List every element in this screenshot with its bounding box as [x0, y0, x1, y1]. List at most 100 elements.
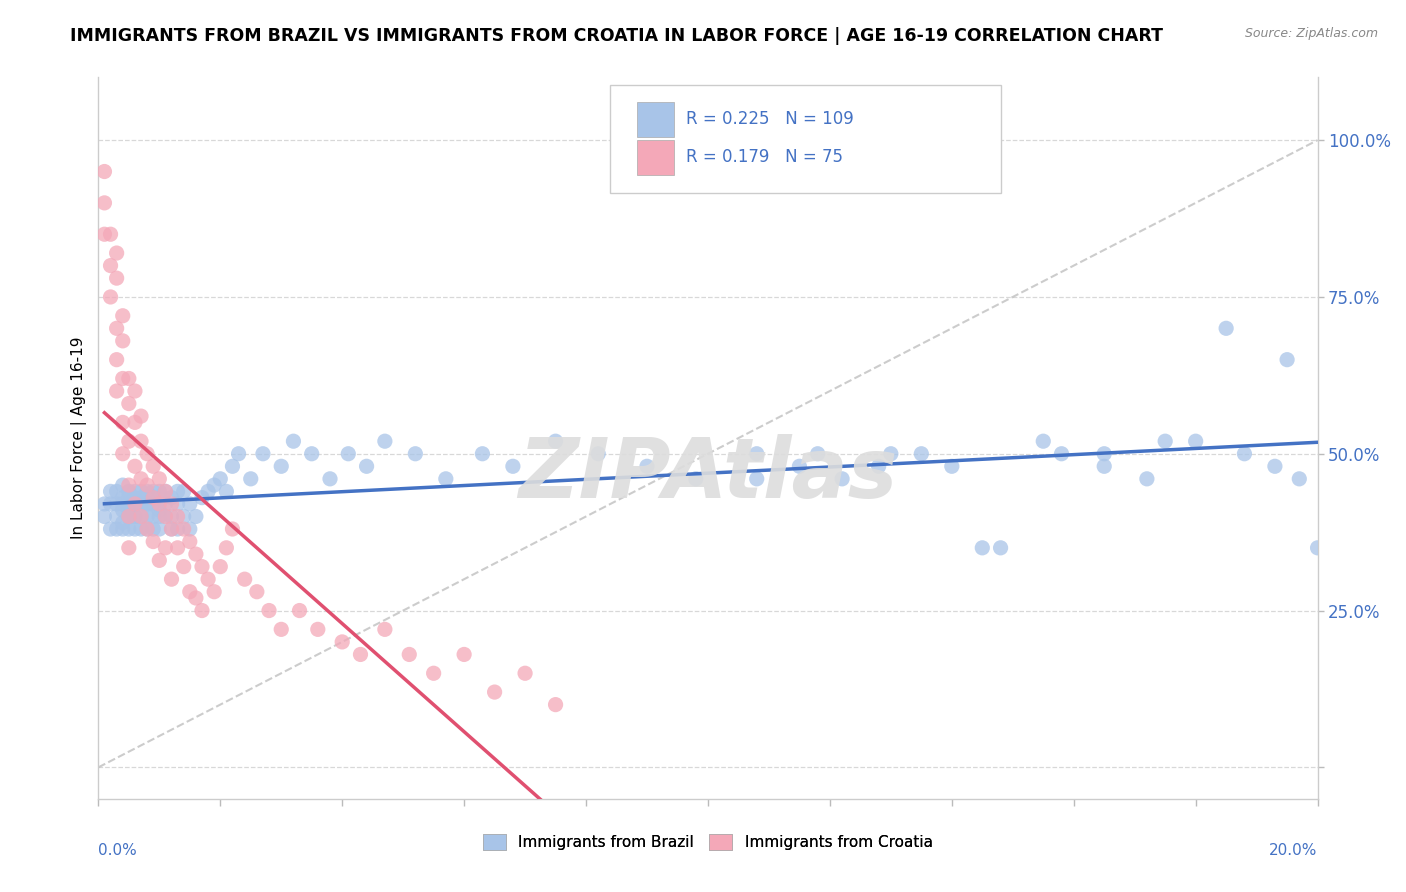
Point [215, 484, 238, 499]
Point [745, 472, 768, 486]
Point [1215, 321, 1237, 335]
Point [100, 227, 122, 242]
Point [148, 522, 170, 536]
Point [142, 491, 165, 505]
Point [105, 352, 128, 367]
Point [1275, 352, 1298, 367]
Point [1032, 434, 1054, 449]
Point [1154, 434, 1177, 449]
Point [105, 522, 128, 536]
Point [118, 491, 141, 505]
Point [173, 509, 195, 524]
Point [100, 259, 122, 273]
Point [118, 497, 141, 511]
Point [129, 409, 152, 423]
Point [337, 447, 360, 461]
Point [93, 195, 115, 210]
Point [155, 509, 177, 524]
Point [246, 584, 269, 599]
Y-axis label: In Labor Force | Age 16-19: In Labor Force | Age 16-19 [72, 337, 87, 540]
Point [283, 434, 305, 449]
Point [136, 478, 159, 492]
Point [155, 497, 177, 511]
Point [105, 484, 128, 499]
Point [118, 503, 141, 517]
Point [100, 497, 122, 511]
Point [136, 522, 159, 536]
Point [124, 497, 146, 511]
Point [179, 497, 201, 511]
Legend: Immigrants from Brazil, Immigrants from Croatia: Immigrants from Brazil, Immigrants from … [477, 828, 939, 856]
Text: 0.0%: 0.0% [98, 843, 138, 858]
Point [252, 447, 274, 461]
Point [136, 447, 159, 461]
Point [142, 497, 165, 511]
Point [155, 509, 177, 524]
Point [111, 334, 134, 348]
Point [129, 497, 152, 511]
Text: R = 0.179   N = 75: R = 0.179 N = 75 [686, 148, 844, 167]
Point [118, 478, 141, 492]
Point [166, 541, 188, 555]
Point [197, 572, 219, 586]
Point [148, 503, 170, 517]
Point [105, 509, 128, 524]
Point [270, 623, 292, 637]
Point [111, 497, 134, 511]
Point [118, 509, 141, 524]
Point [215, 541, 238, 555]
Point [868, 459, 890, 474]
Point [111, 309, 134, 323]
Point [202, 478, 225, 492]
Text: IMMIGRANTS FROM BRAZIL VS IMMIGRANTS FROM CROATIA IN LABOR FORCE | AGE 16-19 COR: IMMIGRANTS FROM BRAZIL VS IMMIGRANTS FRO… [70, 27, 1163, 45]
Point [179, 534, 201, 549]
Point [142, 459, 165, 474]
Point [118, 509, 141, 524]
Point [422, 666, 444, 681]
Point [111, 503, 134, 517]
Point [972, 541, 994, 555]
Point [100, 484, 122, 499]
Point [349, 648, 371, 662]
Point [221, 459, 243, 474]
Point [880, 447, 903, 461]
Point [179, 522, 201, 536]
Point [453, 648, 475, 662]
Point [118, 434, 141, 449]
Point [1050, 447, 1073, 461]
Point [136, 509, 159, 524]
Point [166, 497, 188, 511]
Point [118, 522, 141, 536]
Point [118, 541, 141, 555]
Point [484, 685, 506, 699]
Point [1184, 434, 1206, 449]
Point [166, 484, 188, 499]
Point [111, 516, 134, 530]
Point [105, 497, 128, 511]
Point [398, 648, 420, 662]
Point [93, 497, 115, 511]
Point [142, 534, 165, 549]
Point [228, 447, 250, 461]
Point [136, 497, 159, 511]
Point [184, 547, 207, 561]
Point [93, 509, 115, 524]
Point [1264, 459, 1286, 474]
Point [105, 321, 128, 335]
Point [356, 459, 378, 474]
Point [142, 509, 165, 524]
Point [124, 522, 146, 536]
Point [129, 509, 152, 524]
Text: R = 0.225   N = 109: R = 0.225 N = 109 [686, 111, 853, 128]
Point [155, 484, 177, 499]
Point [93, 227, 115, 242]
Point [129, 434, 152, 449]
Point [239, 472, 262, 486]
Point [471, 447, 494, 461]
Point [124, 484, 146, 499]
Point [1136, 472, 1159, 486]
Point [374, 623, 396, 637]
Text: 20.0%: 20.0% [1270, 843, 1317, 858]
FancyBboxPatch shape [610, 85, 1001, 193]
Point [319, 472, 342, 486]
